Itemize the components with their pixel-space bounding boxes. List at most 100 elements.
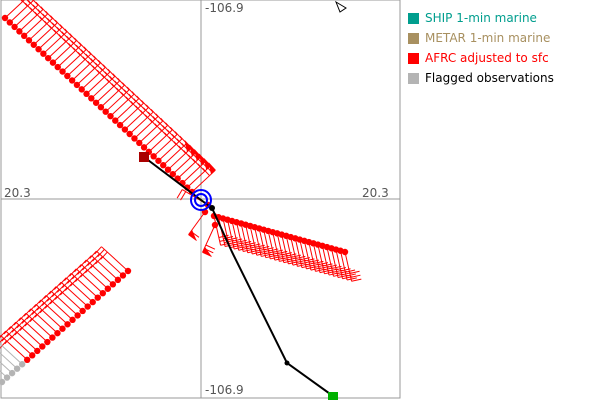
barb-staff	[119, 102, 144, 126]
observation-dot	[34, 347, 41, 355]
barb-flag	[33, 299, 42, 308]
barb-staff	[81, 67, 106, 90]
barb-flag	[54, 281, 62, 290]
observation-dot	[0, 378, 6, 386]
barb-flag	[48, 286, 57, 295]
barb-flag	[49, 296, 58, 305]
barb-flag	[0, 337, 4, 343]
barb-staff	[0, 343, 23, 365]
barb-flag	[59, 277, 67, 286]
barb-flag	[95, 256, 103, 265]
barb-flag	[346, 277, 357, 281]
barb-pennant	[199, 153, 206, 166]
observation-dot	[164, 166, 172, 173]
barb-staff	[167, 147, 192, 171]
observation-dot	[211, 221, 219, 229]
barb-staff	[182, 160, 207, 184]
barb-staff	[62, 49, 87, 72]
observation-dot	[92, 99, 100, 106]
barb-flag	[19, 322, 28, 331]
barb-staff	[10, 326, 38, 352]
barb-flag	[13, 317, 22, 326]
barb-staff	[43, 31, 68, 55]
bottom-axis-label: -106.9	[205, 383, 244, 397]
barb-flag	[190, 230, 200, 238]
legend-label: Flagged observations	[425, 71, 554, 85]
barb-flag	[26, 311, 35, 320]
barb-flag	[6, 328, 15, 338]
barb-pennant	[188, 229, 197, 241]
observation-dot	[89, 298, 96, 306]
barb-staff	[110, 93, 135, 117]
barb-staff	[47, 35, 72, 59]
barb-pennant	[194, 149, 202, 161]
barb-flag	[16, 320, 25, 329]
observation-dot	[83, 90, 90, 98]
barb-staff	[303, 240, 312, 271]
barb-flag	[56, 284, 65, 293]
barb-flag	[202, 251, 212, 257]
barb-staff	[321, 245, 330, 276]
barb-staff	[294, 238, 303, 268]
barb-staff	[4, 0, 26, 19]
barb-flag	[176, 189, 183, 199]
barb-flag	[202, 167, 210, 176]
storm-track	[143, 156, 334, 397]
barb-flag	[31, 306, 40, 315]
barb-staff	[134, 116, 159, 139]
barb-staff	[52, 40, 77, 63]
barb-flag	[64, 282, 73, 291]
barb-flag	[46, 293, 55, 302]
observation-dot	[136, 139, 143, 147]
observation-dot	[124, 267, 132, 275]
barb-flag	[41, 297, 50, 306]
barb-staff	[5, 330, 33, 356]
barb-flag	[345, 269, 356, 273]
observation-dot	[116, 121, 124, 129]
barb-staff	[15, 321, 43, 347]
barb-staff	[100, 85, 125, 108]
barb-staff	[290, 236, 298, 267]
barb-staff	[57, 44, 82, 68]
north-arrow-icon	[334, 0, 347, 13]
barb-staff	[258, 228, 267, 258]
barb-pennant	[184, 140, 192, 152]
observation-dot	[102, 108, 109, 115]
legend-item-afrc: AFRC adjusted to sfc	[408, 48, 554, 68]
barb-flag	[18, 312, 27, 321]
legend-label: SHIP 1-min marine	[425, 11, 537, 25]
observation-dot	[54, 329, 61, 337]
barb-flag	[51, 289, 60, 298]
barb-flag	[21, 315, 30, 324]
barb-staff	[148, 129, 173, 153]
barb-staff	[14, 4, 39, 28]
center-marker-inner	[194, 193, 208, 207]
barb-flag	[67, 275, 75, 284]
barb-flag	[0, 340, 7, 349]
barb-flag	[62, 280, 70, 289]
observation-dot	[49, 334, 56, 341]
barb-staff	[76, 62, 101, 86]
barb-staff	[124, 107, 149, 130]
barb-flag	[77, 266, 85, 275]
barb-staff	[263, 229, 271, 260]
barb-staff	[231, 220, 240, 251]
barb-flag	[205, 165, 213, 174]
observation-dot	[97, 104, 105, 111]
barb-flag	[346, 273, 357, 277]
barb-flag	[205, 244, 216, 250]
observation-dot	[13, 365, 21, 372]
barb-staff	[0, 370, 8, 378]
legend-label: METAR 1-min marine	[425, 31, 551, 45]
observation-dot	[16, 28, 23, 35]
barb-flag	[36, 302, 45, 311]
barb-staff	[105, 89, 130, 113]
barb-flag	[188, 234, 197, 241]
barb-flag	[69, 268, 77, 277]
observation-dot	[121, 126, 129, 133]
observation-dot	[112, 117, 119, 124]
barb-staff	[240, 223, 249, 253]
observation-dot	[126, 130, 133, 138]
barb-flag	[29, 313, 38, 322]
